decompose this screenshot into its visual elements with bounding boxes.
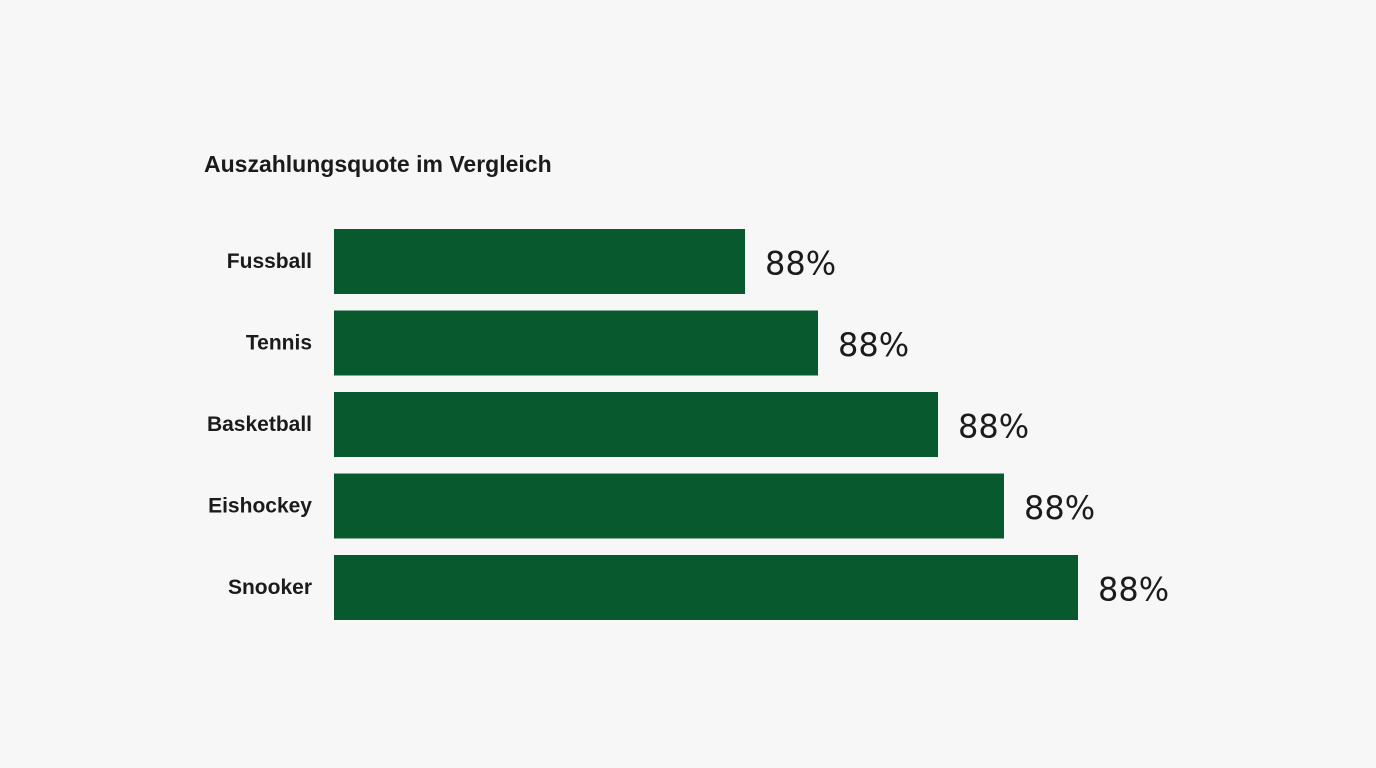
category-label: Basketball xyxy=(207,413,312,436)
value-label: 88% xyxy=(838,326,909,364)
bar-fussball xyxy=(334,229,745,294)
bar-eishockey xyxy=(334,473,1004,539)
category-label: Tennis xyxy=(246,332,312,355)
category-label: Eishockey xyxy=(208,495,312,518)
bar-snooker xyxy=(334,555,1078,620)
value-label: 88% xyxy=(765,245,836,283)
bars-group: Fussball 88% Tennis 88% Basketball 88% Eishock… xyxy=(207,229,1169,620)
value-label: 88% xyxy=(1098,571,1169,609)
value-label: 88% xyxy=(1024,489,1095,527)
category-label: Snooker xyxy=(228,576,312,599)
chart-title: Auszahlungsquote im Vergleich xyxy=(204,151,552,177)
category-label: Fussball xyxy=(227,250,312,273)
bar-tennis xyxy=(334,310,818,376)
bar-basketball xyxy=(334,392,938,457)
value-label: 88% xyxy=(958,408,1029,446)
